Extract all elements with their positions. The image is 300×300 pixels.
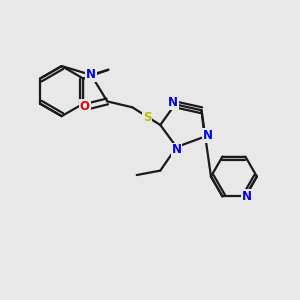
Text: N: N <box>203 129 213 142</box>
Text: N: N <box>172 143 182 157</box>
Text: N: N <box>168 96 178 109</box>
Text: S: S <box>143 110 151 124</box>
Text: N: N <box>86 68 96 81</box>
Text: O: O <box>80 100 90 112</box>
Text: N: N <box>242 190 252 203</box>
